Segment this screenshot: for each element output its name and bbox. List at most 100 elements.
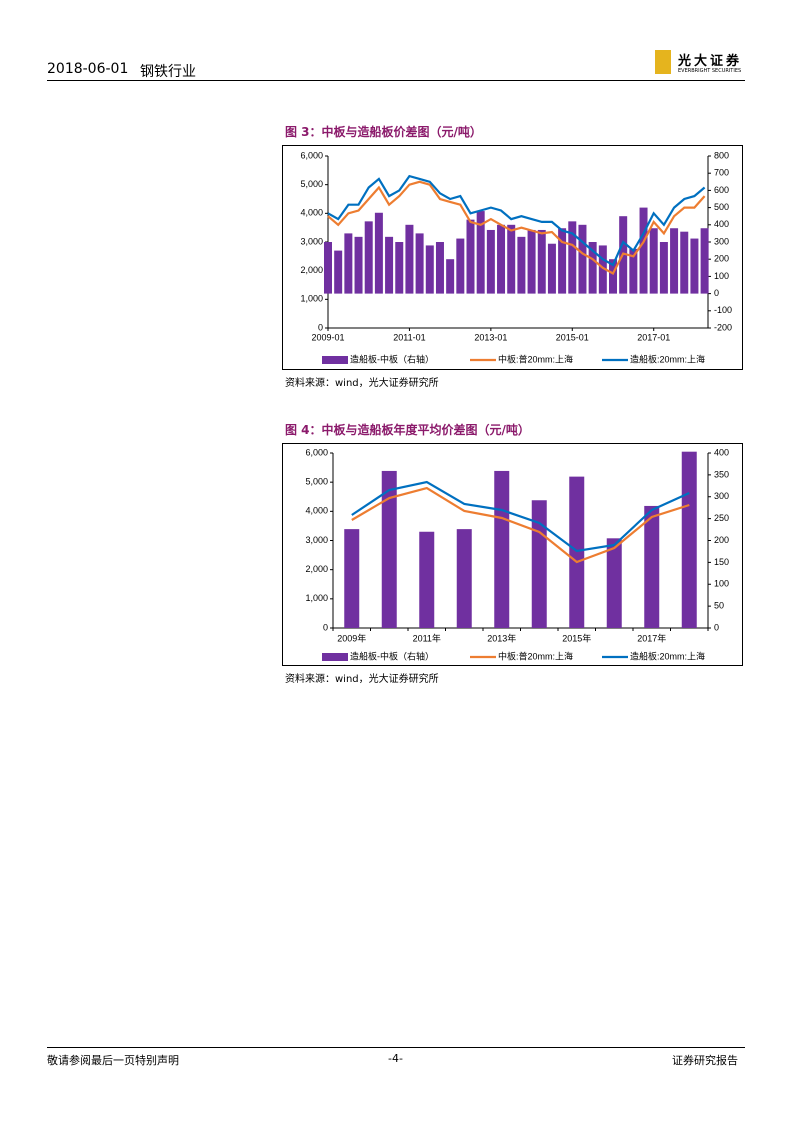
- chart: 0 1,000 2,000 3,000 4,000 5,000 6,000 -200 -100 0…: [282, 145, 743, 370]
- bar: [690, 238, 699, 294]
- bar: [344, 529, 360, 628]
- y2-tick-label: 400: [714, 219, 729, 229]
- header-industry: 钢铁行业: [140, 64, 196, 80]
- bar: [527, 229, 536, 294]
- bar: [598, 245, 607, 294]
- bar: [537, 229, 546, 294]
- y-tick-label: 1,000: [305, 593, 328, 603]
- legend-swatch: [322, 356, 348, 364]
- legend-label: 中板:普20mm:上海: [498, 353, 573, 364]
- bar: [456, 238, 465, 294]
- bar: [670, 228, 679, 294]
- y2-tick-label: 100: [714, 579, 729, 589]
- y-tick-label: 3,000: [300, 236, 323, 246]
- x-tick-label: 2009年: [337, 632, 366, 643]
- bar: [446, 259, 455, 294]
- bar: [374, 212, 383, 294]
- x-tick-label: 2015-01: [556, 332, 589, 342]
- y2-tick-label: 150: [714, 557, 729, 567]
- legend-swatch: [322, 653, 348, 661]
- bar: [558, 228, 567, 294]
- bar: [659, 242, 668, 294]
- bar: [507, 224, 516, 294]
- footer-report: 证券研究报告: [672, 1054, 738, 1067]
- y2-tick-label: 600: [714, 185, 729, 195]
- bar: [649, 228, 658, 294]
- bar: [639, 207, 648, 294]
- footer-rule: [47, 1047, 745, 1048]
- bar: [381, 470, 397, 628]
- bar: [497, 224, 506, 294]
- legend-label: 造船板:20mm:上海: [630, 650, 705, 661]
- bar: [476, 211, 485, 294]
- x-tick-label: 2017年: [637, 632, 666, 643]
- bar: [644, 505, 660, 628]
- bar: [354, 236, 363, 294]
- y2-tick-label: 300: [714, 491, 729, 501]
- y-tick-label: 2,000: [300, 265, 323, 275]
- y2-tick-label: 200: [714, 254, 729, 264]
- bar: [517, 236, 526, 294]
- x-tick-label: 2011年: [413, 632, 441, 643]
- y-tick-label: 5,000: [305, 477, 328, 487]
- y-tick-label: 0: [323, 622, 328, 632]
- bar: [385, 236, 394, 294]
- y2-tick-label: 0: [714, 622, 719, 632]
- bar: [344, 233, 353, 294]
- bar: [395, 242, 404, 294]
- bar: [334, 250, 343, 294]
- bar: [578, 224, 587, 294]
- x-tick-label: 2013-01: [474, 332, 507, 342]
- y-tick-label: 2,000: [305, 564, 328, 574]
- logo-icon: [655, 50, 671, 74]
- line: [327, 174, 706, 267]
- legend-label: 造船板:20mm:上海: [630, 353, 705, 364]
- y-tick-label: 1,000: [300, 294, 323, 304]
- legend-label: 中板:普20mm:上海: [498, 650, 573, 661]
- y2-tick-label: 800: [714, 150, 729, 160]
- bar: [435, 242, 444, 294]
- header-date: 2018-06-01: [47, 61, 129, 77]
- bar: [569, 476, 585, 628]
- bar: [531, 500, 547, 628]
- bar: [629, 248, 638, 294]
- y-tick-label: 5,000: [300, 179, 323, 189]
- bar: [425, 245, 434, 294]
- bar: [419, 531, 435, 628]
- line: [327, 180, 706, 276]
- legend-label: 造船板-中板（右轴）: [350, 650, 434, 661]
- y2-tick-label: -200: [714, 322, 732, 332]
- y2-tick-label: 350: [714, 469, 729, 479]
- bar: [324, 242, 332, 294]
- legend-label: 造船板-中板（右轴）: [350, 353, 434, 364]
- footer-disclaimer: 敬请参阅最后一页特别声明: [47, 1054, 179, 1067]
- bar: [700, 228, 709, 294]
- bar: [681, 451, 697, 628]
- y2-tick-label: 250: [714, 513, 729, 523]
- bar: [609, 259, 617, 294]
- header-rule: [47, 80, 745, 81]
- y-tick-label: 6,000: [300, 150, 323, 160]
- x-tick-label: 2015年: [562, 632, 591, 643]
- chart-frame: [282, 145, 743, 370]
- y2-tick-label: 100: [714, 271, 729, 281]
- y-tick-label: 0: [318, 322, 323, 332]
- line: [351, 480, 690, 553]
- bar: [494, 470, 510, 628]
- line: [351, 486, 690, 564]
- figure-title: 图 4：中板与造船板年度平均价差图（元/吨）: [285, 423, 530, 437]
- bar: [547, 243, 556, 294]
- y2-tick-label: 400: [714, 447, 729, 457]
- y-tick-label: 6,000: [305, 447, 328, 457]
- x-tick-label: 2013年: [487, 632, 516, 643]
- x-tick-label: 2009-01: [311, 332, 344, 342]
- y2-tick-label: 50: [714, 601, 724, 611]
- bar: [466, 219, 475, 294]
- y2-tick-label: 300: [714, 236, 729, 246]
- bar: [456, 529, 472, 628]
- y2-tick-label: 0: [714, 288, 719, 298]
- y-tick-label: 4,000: [305, 506, 328, 516]
- bar: [568, 221, 577, 294]
- x-tick-label: 2011-01: [393, 332, 425, 342]
